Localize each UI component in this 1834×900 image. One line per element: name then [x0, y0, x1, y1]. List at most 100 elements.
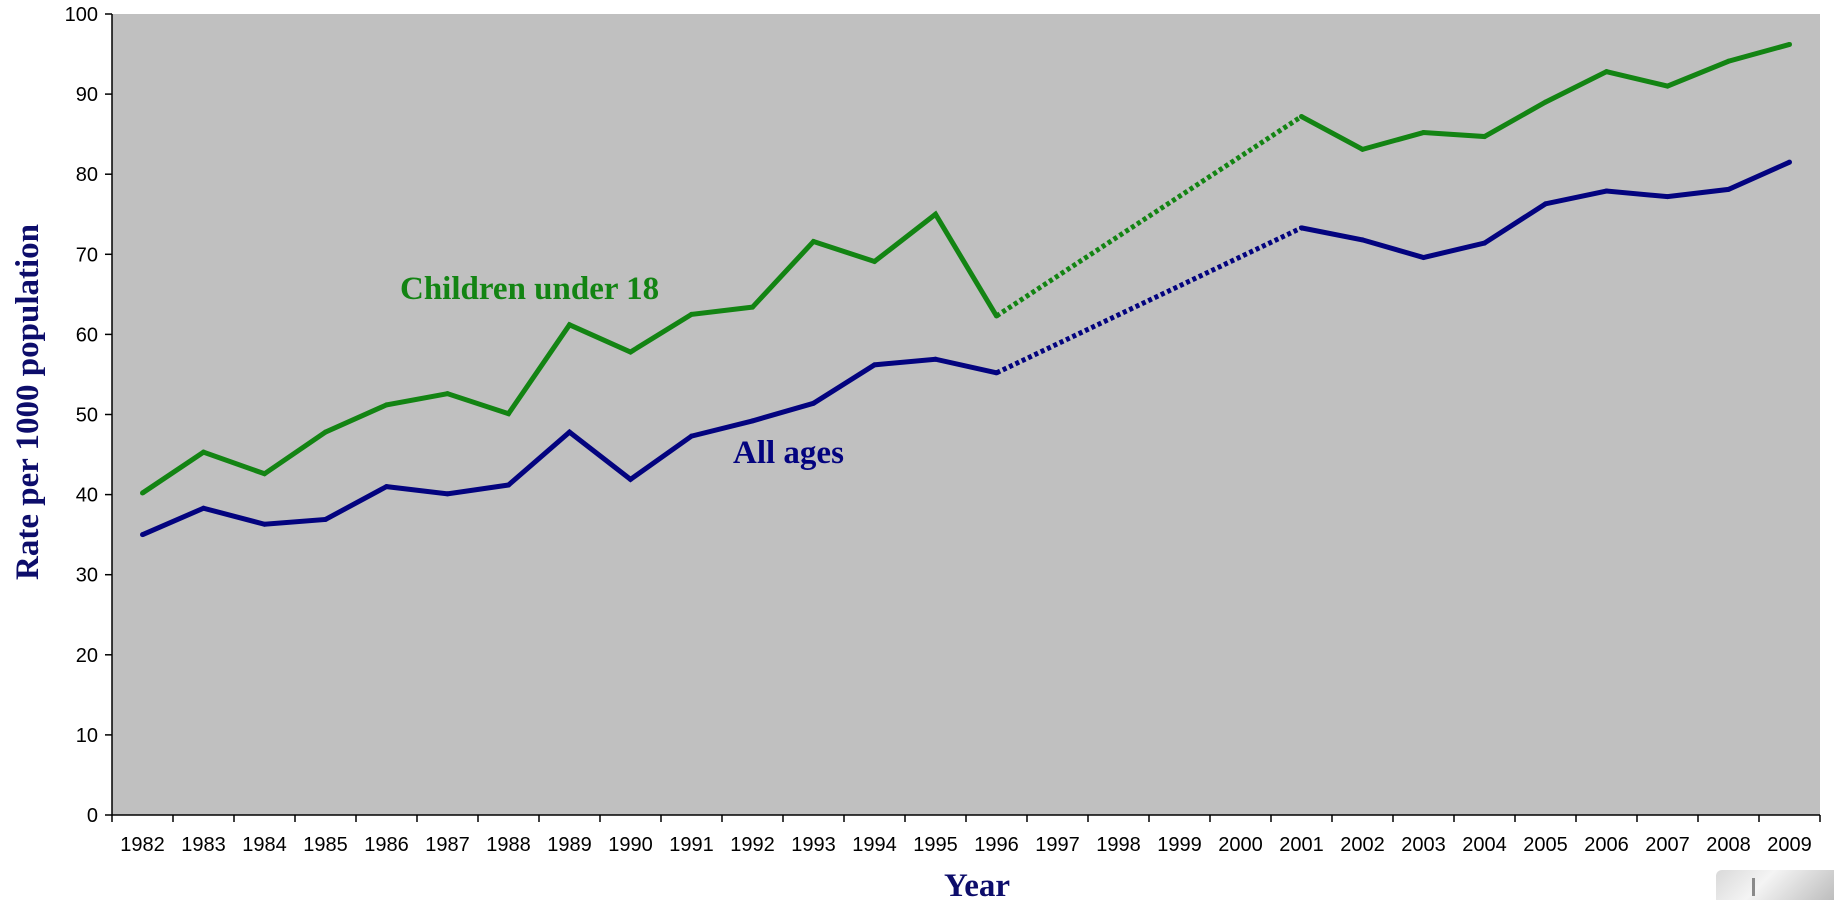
- x-tick-label: 2007: [1645, 834, 1690, 856]
- data-point: [994, 370, 999, 376]
- data-point: [872, 362, 877, 368]
- data-point: [750, 418, 755, 424]
- x-tick-label: 2002: [1340, 834, 1385, 856]
- data-point: [1665, 83, 1670, 89]
- data-point: [262, 471, 267, 477]
- x-tick-label: 2008: [1706, 834, 1751, 856]
- x-tick-label: 1994: [852, 834, 897, 856]
- data-point: [872, 259, 877, 265]
- x-tick-label: 1987: [425, 834, 470, 856]
- data-point: [933, 356, 938, 362]
- data-point: [262, 521, 267, 527]
- series-gap-dotted-line: [995, 225, 1303, 376]
- data-point: [445, 491, 450, 497]
- data-point: [689, 311, 694, 317]
- x-tick-label: 1997: [1035, 834, 1080, 856]
- data-point: [628, 476, 633, 482]
- x-tick-label: 1995: [913, 834, 958, 856]
- data-point: [1360, 146, 1365, 152]
- data-point: [506, 411, 511, 417]
- y-tick-label: 50: [76, 405, 98, 427]
- x-tick-label: 2006: [1584, 834, 1629, 856]
- x-tick-label: 1990: [608, 834, 653, 856]
- data-point: [628, 349, 633, 355]
- data-point: [1421, 130, 1426, 136]
- y-axis-title: Rate per 1000 population: [10, 224, 46, 580]
- data-point: [1360, 237, 1365, 243]
- x-tick-label: 1982: [120, 834, 165, 856]
- series-label-all-ages: All ages: [733, 435, 844, 471]
- x-tick-label: 2004: [1462, 834, 1507, 856]
- data-point: [689, 433, 694, 439]
- data-point: [1543, 99, 1548, 105]
- y-axis: 0 10 20 30 40 50 60 70 80 90 100: [65, 4, 113, 827]
- data-point: [811, 400, 816, 406]
- data-point: [1482, 134, 1487, 140]
- x-tick-label: 1985: [303, 834, 348, 856]
- x-tick-label: 2003: [1401, 834, 1446, 856]
- x-tick-label: 1988: [486, 834, 531, 856]
- y-tick-label: 60: [76, 324, 98, 346]
- data-point: [1421, 255, 1426, 261]
- y-tick-label: 70: [76, 244, 98, 266]
- series-layer: [140, 41, 1792, 538]
- corner-photo-thumbnail: [1716, 870, 1834, 900]
- data-point: [384, 402, 389, 408]
- x-tick-label: 1999: [1157, 834, 1202, 856]
- data-point: [1299, 114, 1304, 120]
- data-point: [1604, 188, 1609, 194]
- plot-area: [112, 14, 1820, 815]
- data-point: [445, 391, 450, 397]
- data-point: [140, 490, 145, 496]
- data-point: [1543, 201, 1548, 207]
- x-axis: 1982 1983 1984 1985 1986 1987 1988 1989 1990 1991…: [111, 814, 1821, 856]
- data-point: [201, 505, 206, 511]
- data-point: [323, 516, 328, 522]
- data-point: [506, 482, 511, 488]
- data-point: [1482, 240, 1487, 246]
- data-point: [140, 532, 145, 538]
- data-point: [567, 429, 572, 435]
- x-tick-label: 1993: [791, 834, 836, 856]
- series-0: [140, 41, 1792, 496]
- data-point: [384, 484, 389, 490]
- y-tick-label: 100: [65, 4, 98, 26]
- series-label-children: Children under 18: [400, 271, 659, 307]
- y-tick-label: 80: [76, 164, 98, 186]
- y-tick-label: 0: [87, 805, 98, 827]
- data-point: [201, 449, 206, 455]
- x-tick-label: 1984: [242, 834, 287, 856]
- y-tick-label: 90: [76, 84, 98, 106]
- x-tick-label: 2001: [1279, 834, 1324, 856]
- series-1: [140, 159, 1792, 538]
- data-point: [1787, 41, 1792, 47]
- data-point: [1665, 194, 1670, 200]
- data-point: [567, 322, 572, 328]
- y-tick-label: 10: [76, 725, 98, 747]
- data-point: [811, 238, 816, 244]
- y-tick-label: 40: [76, 485, 98, 507]
- data-point: [933, 211, 938, 217]
- x-tick-label: 2009: [1767, 834, 1812, 856]
- data-point: [1726, 58, 1731, 64]
- x-tick-label: 1986: [364, 834, 409, 856]
- x-tick-label: 2005: [1523, 834, 1568, 856]
- x-axis-title: Year: [944, 868, 1010, 900]
- y-tick-label: 30: [76, 565, 98, 587]
- y-tick-label: 20: [76, 645, 98, 667]
- data-point: [1299, 225, 1304, 231]
- x-tick-label: 1992: [730, 834, 775, 856]
- x-tick-label: 1989: [547, 834, 592, 856]
- x-tick-label: 2000: [1218, 834, 1263, 856]
- data-point: [1787, 159, 1792, 165]
- data-point: [750, 304, 755, 310]
- x-tick-label: 1998: [1096, 834, 1141, 856]
- data-point: [323, 429, 328, 435]
- data-point: [1726, 186, 1731, 192]
- x-tick-label: 1991: [669, 834, 714, 856]
- data-point: [994, 313, 999, 319]
- series-gap-dotted-line: [995, 114, 1303, 319]
- x-tick-label: 1983: [181, 834, 226, 856]
- data-point: [1604, 69, 1609, 75]
